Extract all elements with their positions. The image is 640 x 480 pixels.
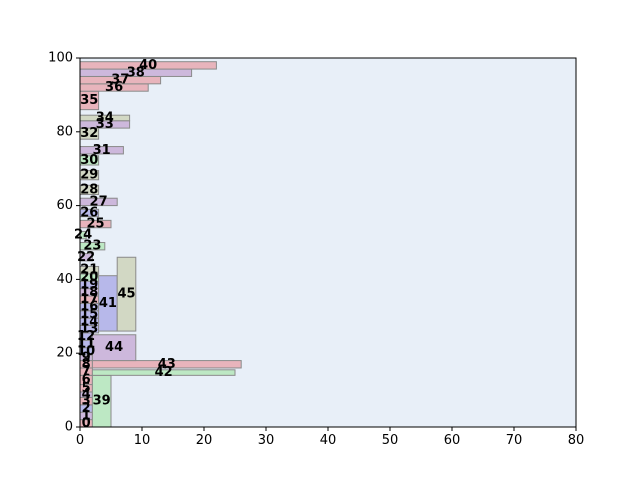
x-axis: 0 10 20 30 40 50 60 70 80 xyxy=(76,427,584,448)
rect-label-17: 17 xyxy=(80,292,98,307)
rect-label-27: 27 xyxy=(90,194,108,209)
rect-42 xyxy=(91,369,236,376)
rect-label-44: 44 xyxy=(105,340,123,355)
rect-label-16: 16 xyxy=(80,300,98,315)
rect-label-32: 32 xyxy=(80,126,98,141)
rect-label-10: 10 xyxy=(77,344,95,359)
rect-label-34: 34 xyxy=(96,110,114,125)
rect-label-33: 33 xyxy=(96,117,114,132)
rect-label-41: 41 xyxy=(99,296,117,311)
x-tick-label: 50 xyxy=(382,433,399,448)
rect-label-45: 45 xyxy=(117,287,135,302)
x-tick-label: 10 xyxy=(134,433,151,448)
rect-label-25: 25 xyxy=(86,217,104,232)
rect-label-1: 1 xyxy=(82,408,91,423)
rect-label-42: 42 xyxy=(155,365,173,380)
x-tick-label: 0 xyxy=(76,433,84,448)
rect-43 xyxy=(91,360,242,369)
rect-label-3: 3 xyxy=(82,394,91,409)
rect-label-21: 21 xyxy=(80,263,98,278)
rect-label-4: 4 xyxy=(82,387,91,402)
x-tick-label: 80 xyxy=(568,433,585,448)
rect-44 xyxy=(91,334,137,362)
rect-label-12: 12 xyxy=(77,329,95,344)
rect-label-43: 43 xyxy=(158,357,176,372)
x-tick-label: 20 xyxy=(196,433,213,448)
rect-label-7: 7 xyxy=(82,364,91,379)
rect-label-37: 37 xyxy=(111,73,129,88)
y-tick-label: 100 xyxy=(48,51,73,66)
rect-label-24: 24 xyxy=(74,228,92,243)
rect-label-26: 26 xyxy=(80,205,98,220)
x-tick-label: 70 xyxy=(506,433,523,448)
rect-label-30: 30 xyxy=(80,153,98,168)
labels-layer: 0123456789101112131415161718192021222324… xyxy=(74,58,176,431)
rect-label-9: 9 xyxy=(82,350,91,365)
y-axis: 0 20 40 60 80 100 xyxy=(48,51,80,435)
y-tick-label: 80 xyxy=(56,124,73,139)
rect-label-38: 38 xyxy=(127,65,145,80)
rect-label-36: 36 xyxy=(105,80,123,95)
rect-label-15: 15 xyxy=(80,307,98,322)
rect-label-20: 20 xyxy=(80,270,98,285)
rect-label-31: 31 xyxy=(93,143,111,158)
x-tick-label: 60 xyxy=(444,433,461,448)
rect-label-8: 8 xyxy=(82,357,91,372)
rect-label-22: 22 xyxy=(77,250,95,265)
rect-label-14: 14 xyxy=(80,314,98,329)
rect-45 xyxy=(116,256,137,332)
x-tick-label: 30 xyxy=(258,433,275,448)
rect-label-6: 6 xyxy=(82,372,91,387)
rect-label-19: 19 xyxy=(80,277,98,292)
rect-label-5: 5 xyxy=(82,381,91,396)
rect-label-39: 39 xyxy=(93,394,111,409)
rect-label-35: 35 xyxy=(80,93,98,108)
rect-label-0: 0 xyxy=(82,416,91,431)
rect-label-13: 13 xyxy=(80,322,98,337)
rectangles-layer xyxy=(79,61,242,428)
rect-label-2: 2 xyxy=(82,401,91,416)
rect-label-11: 11 xyxy=(77,336,95,351)
rect-label-18: 18 xyxy=(80,285,98,300)
y-tick-label: 40 xyxy=(56,272,73,287)
y-tick-label: 60 xyxy=(56,198,73,213)
rect-label-40: 40 xyxy=(139,58,157,73)
rect-label-23: 23 xyxy=(83,239,101,254)
rect-label-28: 28 xyxy=(80,182,98,197)
y-tick-label: 20 xyxy=(56,346,73,361)
rect-label-29: 29 xyxy=(80,168,98,183)
y-tick-label: 0 xyxy=(65,420,73,435)
x-tick-label: 40 xyxy=(320,433,337,448)
